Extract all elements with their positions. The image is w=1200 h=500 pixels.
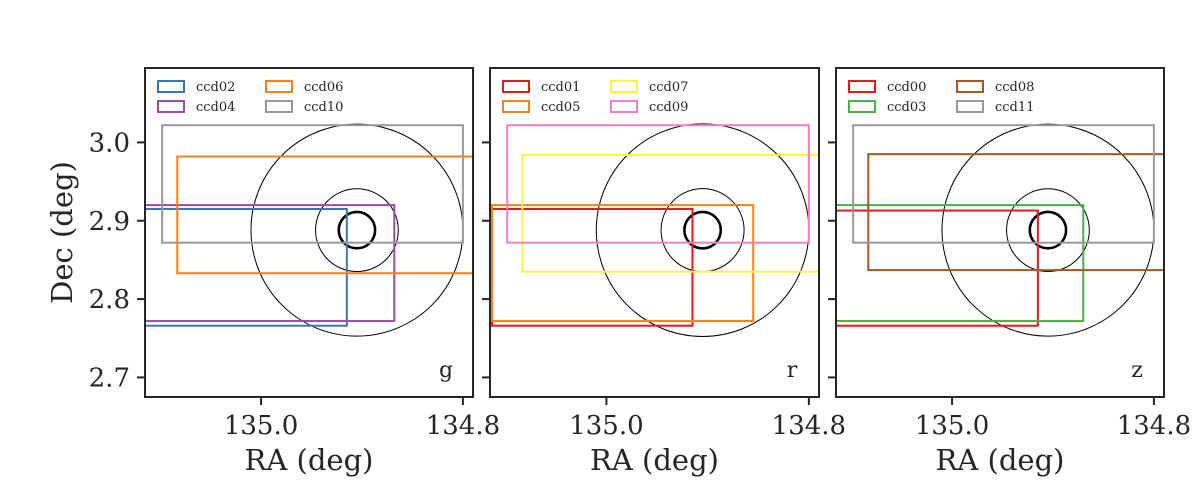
legend-item-ccd05: ccd05 xyxy=(502,100,580,115)
legend-label: ccd10 xyxy=(304,100,343,115)
plot-area xyxy=(491,123,819,337)
ccd-footprint-ccd04 xyxy=(145,204,396,323)
legend-swatch xyxy=(848,80,876,93)
y-tick-label: 2.7 xyxy=(89,363,130,393)
x-tick-label: 134.8 xyxy=(772,411,846,441)
ccd-footprint-ccd09 xyxy=(506,124,810,244)
legend-swatch xyxy=(502,100,530,113)
legend-item-ccd04: ccd04 xyxy=(157,100,235,115)
panel-g: 135.0 134.8 3.0 2.9 2.8 2.7 RA (deg) Dec (deg) c… xyxy=(45,67,500,477)
plot-area xyxy=(145,123,473,337)
panel-z: 135.0 134.8 RA (deg) ccd00 ccd03 ccd08 ccd11 z xyxy=(828,67,1191,477)
legend-label: ccd05 xyxy=(541,100,580,115)
legend-item-ccd00: ccd00 xyxy=(848,80,926,95)
legend-swatch xyxy=(610,80,638,93)
x-tick-label: 135.0 xyxy=(569,411,643,441)
target-circle xyxy=(1028,210,1068,250)
legend-swatch xyxy=(265,100,293,113)
legend-swatch xyxy=(265,80,293,93)
ccd-footprint-ccd02 xyxy=(145,208,348,327)
panel-r: 135.0 134.8 RA (deg) ccd01 ccd05 ccd07 ccd09 r xyxy=(482,67,846,477)
legend-label: ccd09 xyxy=(649,100,688,115)
legend-swatch xyxy=(157,80,185,93)
legend-swatch xyxy=(956,80,984,93)
legend-item-ccd03: ccd03 xyxy=(848,100,926,115)
x-tick-label: 135.0 xyxy=(224,411,298,441)
target-circle xyxy=(1006,188,1090,273)
legend-label: ccd07 xyxy=(649,80,688,95)
ccd-footprint-ccd07 xyxy=(521,153,819,273)
legend-item-ccd07: ccd07 xyxy=(610,80,688,95)
band-label: g xyxy=(439,358,453,383)
legend-swatch xyxy=(956,100,984,113)
x-tick-label: 134.8 xyxy=(426,411,500,441)
legend-swatch xyxy=(848,100,876,113)
legend-label: ccd04 xyxy=(196,100,235,115)
legend-item-ccd10: ccd10 xyxy=(265,100,343,115)
legend-item-ccd01: ccd01 xyxy=(502,80,580,95)
legend-label: ccd00 xyxy=(887,80,926,95)
legend-swatch xyxy=(157,100,185,113)
ccd-footprint-ccd05 xyxy=(491,204,755,323)
legend-label: ccd08 xyxy=(995,80,1034,95)
axes-frame xyxy=(489,67,820,398)
ccd-footprint-ccd06 xyxy=(176,155,473,275)
y-axis-label: Dec (deg) xyxy=(45,161,79,304)
target-circle xyxy=(683,210,723,250)
legend-swatch xyxy=(610,100,638,113)
legend-item-ccd08: ccd08 xyxy=(956,80,1034,95)
legend-label: ccd06 xyxy=(304,80,343,95)
legend-swatch xyxy=(502,80,530,93)
x-axis-label: RA (deg) xyxy=(590,443,719,477)
target-circle xyxy=(337,210,377,250)
ccd-footprint-ccd03 xyxy=(836,204,1085,323)
axes-frame xyxy=(835,67,1165,398)
legend-label: ccd02 xyxy=(196,80,235,95)
legend-label: ccd11 xyxy=(995,100,1034,115)
legend-item-ccd11: ccd11 xyxy=(956,100,1034,115)
x-axis-label: RA (deg) xyxy=(936,443,1065,477)
legend-item-ccd02: ccd02 xyxy=(157,80,235,95)
plot-area xyxy=(836,123,1164,337)
ccd-footprint-ccd00 xyxy=(836,209,1039,327)
x-tick-label: 134.8 xyxy=(1117,411,1191,441)
band-label: z xyxy=(1131,358,1143,383)
target-circle xyxy=(660,188,745,273)
legend-label: ccd01 xyxy=(541,80,580,95)
target-circle xyxy=(941,123,1155,337)
ccd-footprint-ccd08 xyxy=(867,153,1164,272)
target-circle xyxy=(315,188,399,273)
x-tick-label: 135.0 xyxy=(915,411,989,441)
ccd-footprint-ccd10 xyxy=(161,124,464,244)
legend-item-ccd09: ccd09 xyxy=(610,100,688,115)
y-tick-label: 2.9 xyxy=(89,207,130,237)
axes-frame xyxy=(144,67,474,398)
legend-item-ccd06: ccd06 xyxy=(265,80,343,95)
y-tick-label: 3.0 xyxy=(89,128,130,158)
band-label: r xyxy=(787,358,798,383)
legend-label: ccd03 xyxy=(887,100,926,115)
x-axis-label: RA (deg) xyxy=(245,443,374,477)
ccd-footprint-ccd11 xyxy=(852,124,1155,244)
y-tick-label: 2.8 xyxy=(89,285,130,315)
